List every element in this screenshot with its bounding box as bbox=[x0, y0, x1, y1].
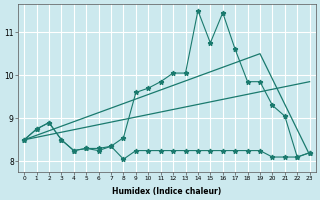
X-axis label: Humidex (Indice chaleur): Humidex (Indice chaleur) bbox=[112, 187, 221, 196]
